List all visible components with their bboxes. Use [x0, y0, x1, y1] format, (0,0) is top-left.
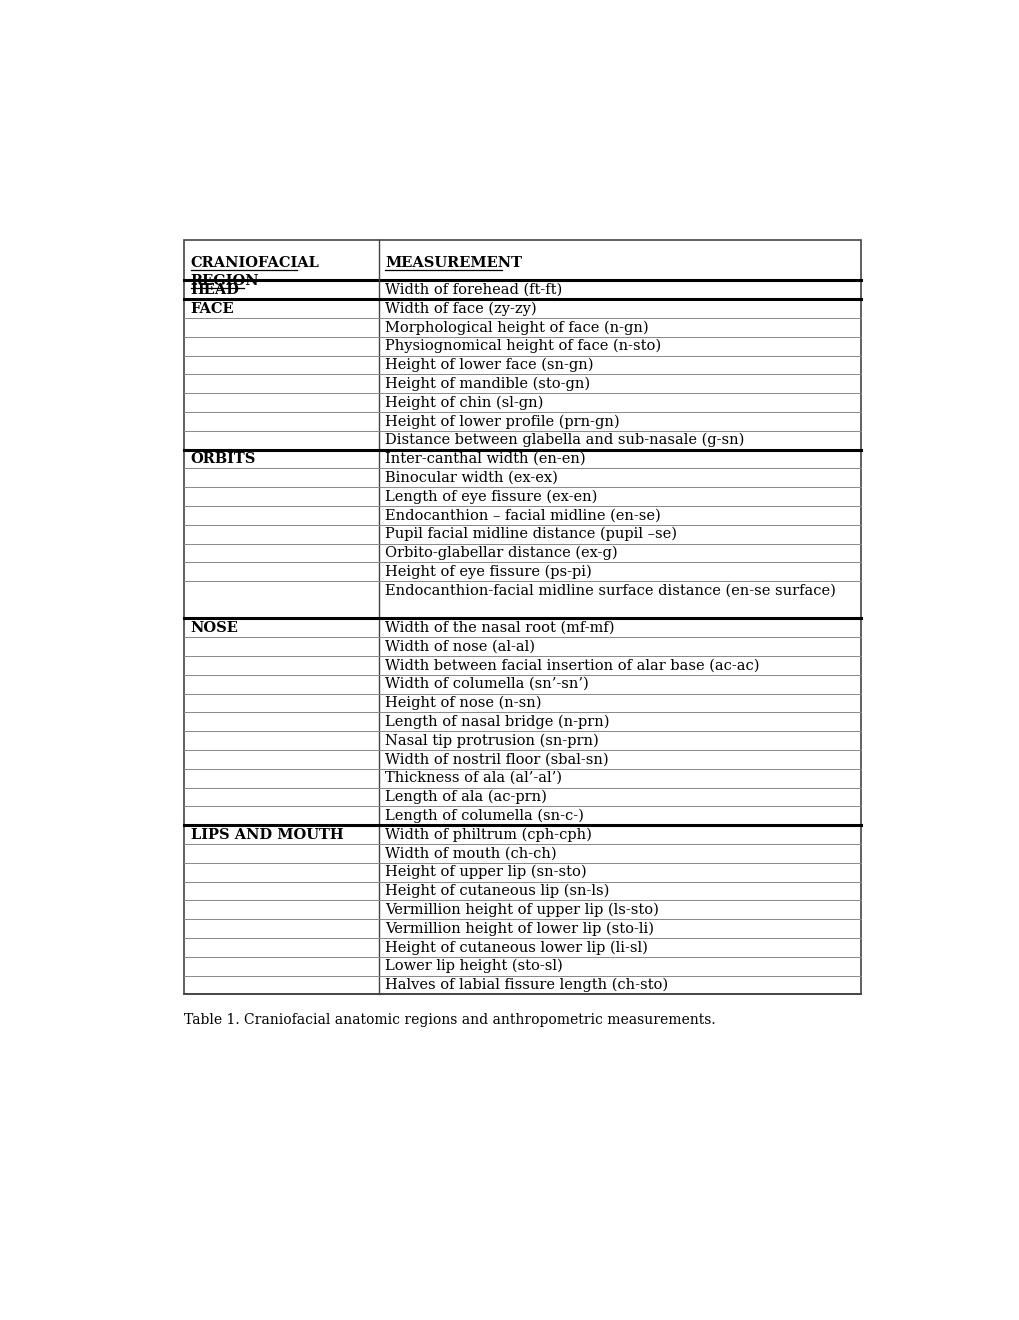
- Text: MEASUREMENT: MEASUREMENT: [385, 256, 522, 271]
- Text: Width of nose (al-al): Width of nose (al-al): [385, 639, 535, 653]
- Text: Nasal tip protrusion (sn-prn): Nasal tip protrusion (sn-prn): [385, 734, 598, 747]
- Text: LIPS AND MOUTH: LIPS AND MOUTH: [191, 828, 343, 842]
- Text: Length of columella (sn-c-): Length of columella (sn-c-): [385, 809, 584, 822]
- Text: Height of nose (n-sn): Height of nose (n-sn): [385, 696, 541, 710]
- Text: Width of forehead (ft-ft): Width of forehead (ft-ft): [385, 282, 561, 297]
- Text: Width of mouth (ch-ch): Width of mouth (ch-ch): [385, 846, 556, 861]
- Text: Physiognomical height of face (n-sto): Physiognomical height of face (n-sto): [385, 339, 660, 354]
- Text: Height of cutaneous lower lip (li-sl): Height of cutaneous lower lip (li-sl): [385, 940, 647, 954]
- Text: REGION: REGION: [191, 275, 259, 288]
- Text: Height of cutaneous lip (sn-ls): Height of cutaneous lip (sn-ls): [385, 884, 609, 898]
- Text: Length of ala (ac-prn): Length of ala (ac-prn): [385, 789, 546, 804]
- Text: Vermillion height of lower lip (sto-li): Vermillion height of lower lip (sto-li): [385, 921, 653, 936]
- Bar: [184, 240, 860, 994]
- Text: Width between facial insertion of alar base (ac-ac): Width between facial insertion of alar b…: [385, 659, 759, 672]
- Text: Height of lower face (sn-gn): Height of lower face (sn-gn): [385, 358, 593, 372]
- Text: Distance between glabella and sub-nasale (g-sn): Distance between glabella and sub-nasale…: [385, 433, 744, 447]
- Text: Height of upper lip (sn-sto): Height of upper lip (sn-sto): [385, 865, 586, 879]
- Text: Height of mandible (sto-gn): Height of mandible (sto-gn): [385, 376, 590, 391]
- Text: Morphological height of face (n-gn): Morphological height of face (n-gn): [385, 321, 648, 334]
- Text: CRANIOFACIAL: CRANIOFACIAL: [191, 256, 319, 271]
- Text: Lower lip height (sto-sl): Lower lip height (sto-sl): [385, 960, 562, 973]
- Text: Halves of labial fissure length (ch-sto): Halves of labial fissure length (ch-sto): [385, 978, 667, 993]
- Text: Length of eye fissure (ex-en): Length of eye fissure (ex-en): [385, 490, 597, 504]
- Text: ORBITS: ORBITS: [191, 451, 256, 466]
- Text: Width of face (zy-zy): Width of face (zy-zy): [385, 301, 536, 315]
- Text: Height of eye fissure (ps-pi): Height of eye fissure (ps-pi): [385, 565, 591, 579]
- Text: Endocanthion-facial midline surface distance (en-se surface): Endocanthion-facial midline surface dist…: [385, 583, 836, 598]
- Text: Width of nostril floor (sbal-sn): Width of nostril floor (sbal-sn): [385, 752, 608, 767]
- Text: FACE: FACE: [191, 301, 234, 315]
- Text: Length of nasal bridge (n-prn): Length of nasal bridge (n-prn): [385, 714, 609, 729]
- Text: Inter-canthal width (en-en): Inter-canthal width (en-en): [385, 451, 585, 466]
- Text: Table 1. Craniofacial anatomic regions and anthropometric measurements.: Table 1. Craniofacial anatomic regions a…: [184, 1012, 715, 1027]
- Text: Width of the nasal root (mf-mf): Width of the nasal root (mf-mf): [385, 620, 614, 635]
- Text: Orbito-glabellar distance (ex-g): Orbito-glabellar distance (ex-g): [385, 546, 618, 560]
- Text: Pupil facial midline distance (pupil –se): Pupil facial midline distance (pupil –se…: [385, 527, 677, 541]
- Text: NOSE: NOSE: [191, 620, 238, 635]
- Text: Vermillion height of upper lip (ls-sto): Vermillion height of upper lip (ls-sto): [385, 903, 658, 917]
- Text: Binocular width (ex-ex): Binocular width (ex-ex): [385, 471, 557, 484]
- Text: Endocanthion – facial midline (en-se): Endocanthion – facial midline (en-se): [385, 508, 660, 523]
- Text: Thickness of ala (al’-al’): Thickness of ala (al’-al’): [385, 771, 561, 785]
- Text: Height of chin (sl-gn): Height of chin (sl-gn): [385, 396, 543, 409]
- Text: Height of lower profile (prn-gn): Height of lower profile (prn-gn): [385, 414, 620, 429]
- Text: HEAD: HEAD: [191, 282, 239, 297]
- Text: Width of columella (sn’-sn’): Width of columella (sn’-sn’): [385, 677, 588, 692]
- Text: Width of philtrum (cph-cph): Width of philtrum (cph-cph): [385, 828, 591, 842]
